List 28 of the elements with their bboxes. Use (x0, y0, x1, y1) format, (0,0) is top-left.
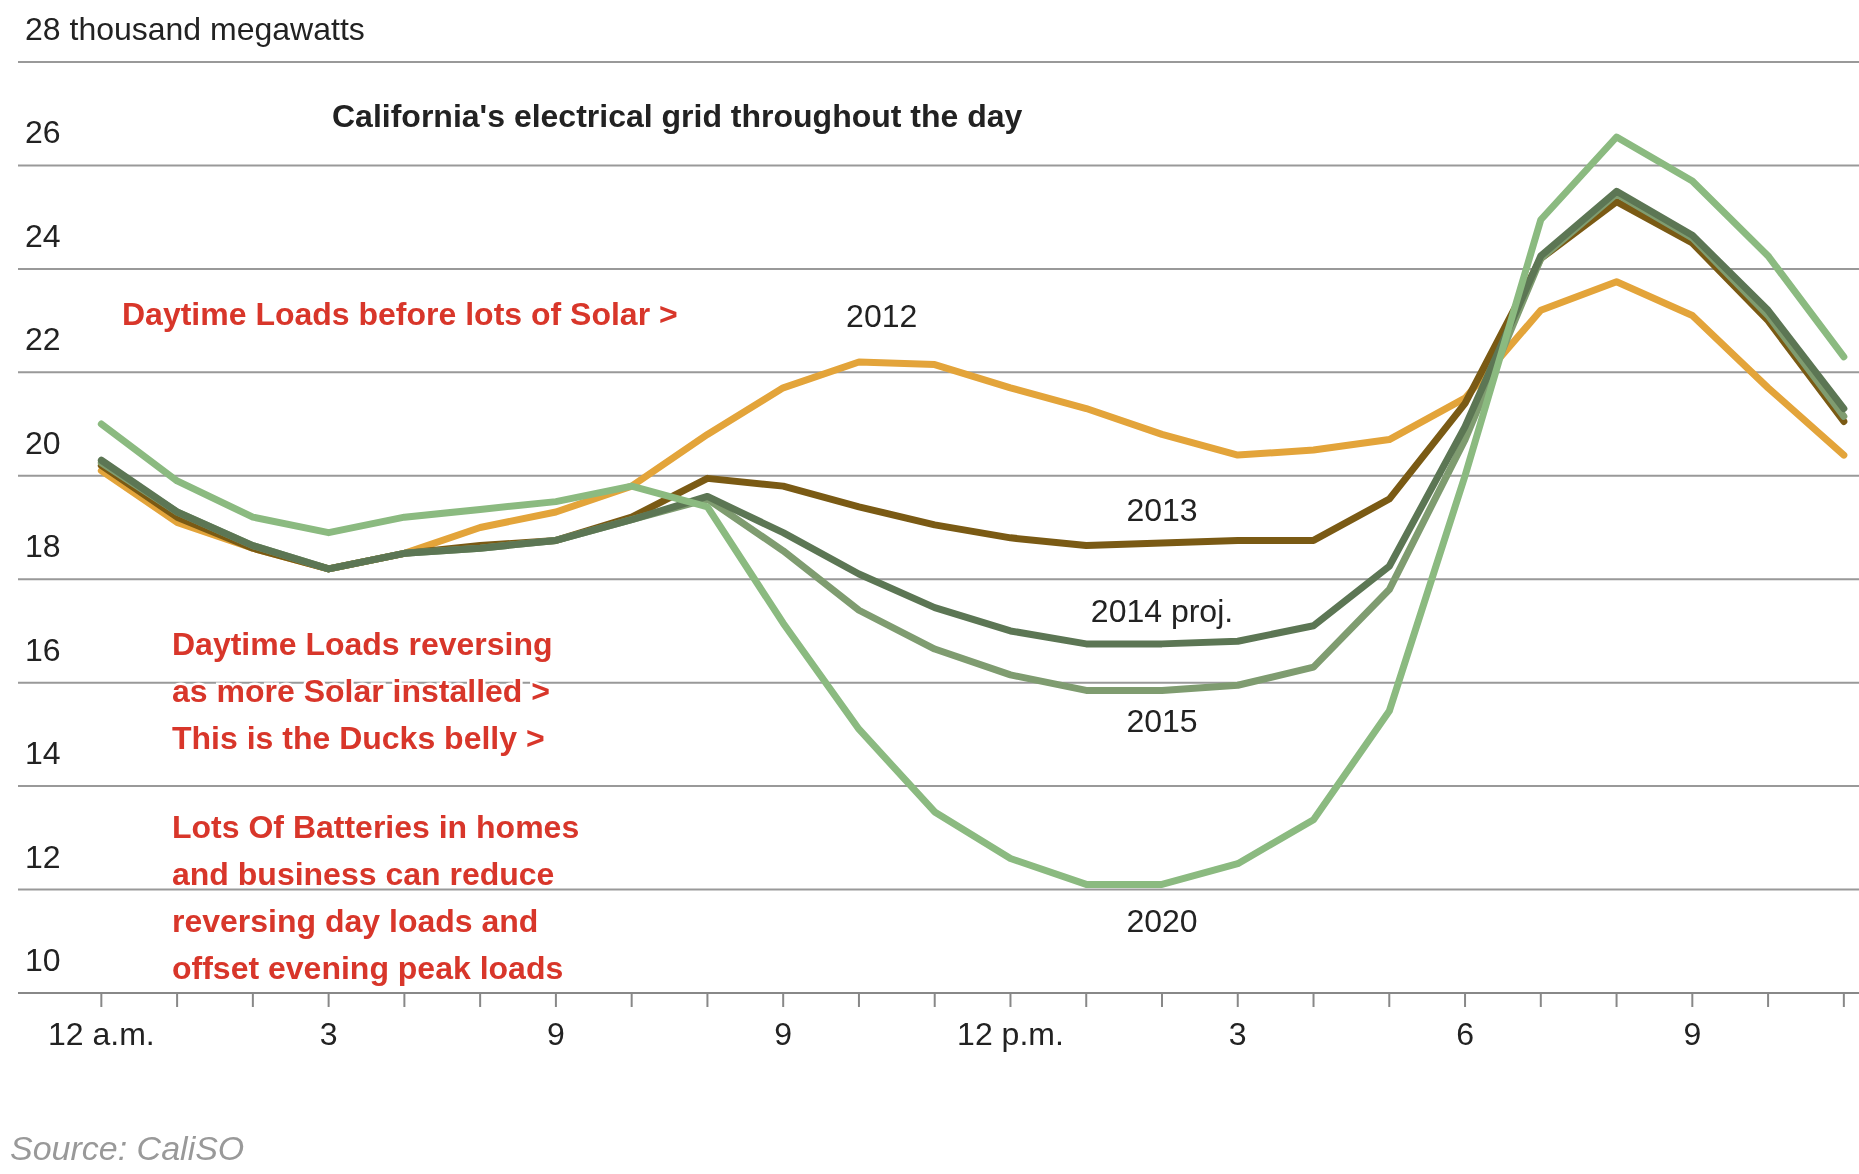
text: California's electrical grid throughout the day (332, 98, 1023, 134)
y-tick-label: 22 (25, 321, 61, 358)
y-tick-label: 16 (25, 631, 61, 668)
y-tick-label: 20 (25, 424, 61, 461)
series-label: 2020 (1126, 903, 1198, 940)
annotation: Lots Of Batteries in homes and business can reduce reversing day loads and offset evening peak loads (172, 809, 580, 986)
x-tick-label: 9 (774, 1016, 793, 1052)
x-tick-label: 3 (319, 1016, 338, 1052)
x-tick-label: 9 (1683, 1016, 1702, 1052)
series-label: 2015 (1126, 703, 1198, 740)
series-label: 2013 (1126, 492, 1198, 529)
series-label: 2014 proj. (1090, 592, 1234, 629)
annotation: Daytime Loads before lots of Solar > (122, 296, 678, 332)
y-tick-label: 26 (25, 114, 61, 151)
x-tick-label: 9 (547, 1016, 565, 1052)
x-tick-label: 6 (1456, 1016, 1474, 1052)
source-note: Source: CaliSO (10, 1129, 245, 1167)
y-tick-label: 12 (25, 838, 61, 875)
y-tick-label: 24 (25, 217, 61, 254)
y-tick-label: 28 thousand megawatts (25, 11, 365, 47)
y-tick-label: 14 (25, 735, 61, 772)
annotation: Daytime Loads reversing as more Solar installed > This is the Ducks belly > (172, 626, 553, 756)
x-tick-label: 12 a.m. (47, 1016, 155, 1052)
y-tick-label: 10 (25, 942, 61, 978)
series-label: 2012 (846, 297, 918, 334)
x-tick-label: 12 p.m. (957, 1016, 1064, 1052)
x-tick-label: 3 (1228, 1016, 1247, 1052)
y-tick-label: 18 (25, 528, 61, 565)
